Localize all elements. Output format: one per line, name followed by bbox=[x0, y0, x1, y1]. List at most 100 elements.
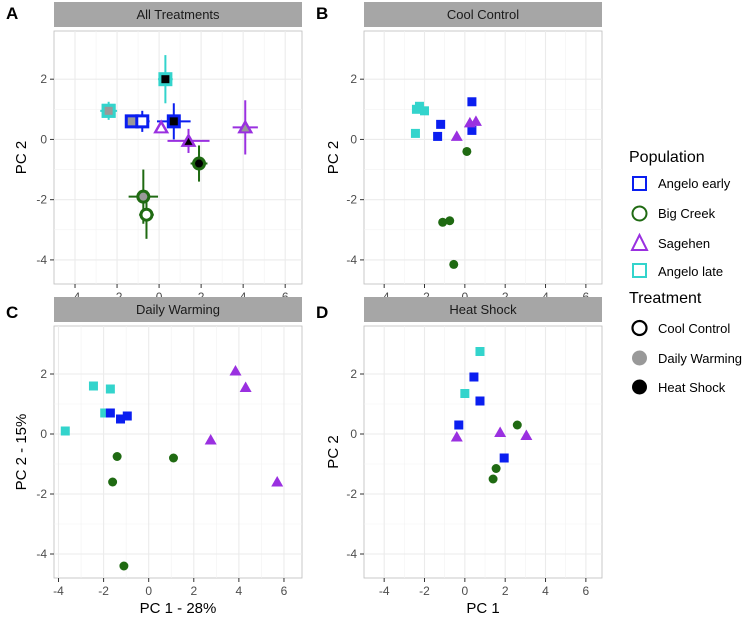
point-circle bbox=[462, 146, 472, 156]
legend-label: Sagehen bbox=[658, 236, 710, 251]
tick-label-x: 0 bbox=[145, 584, 152, 598]
legend-key-black-circle bbox=[632, 379, 647, 395]
legend-treatment-title: Treatment bbox=[629, 290, 702, 307]
point-circle-inner bbox=[195, 159, 204, 168]
tick-label-y: -2 bbox=[346, 487, 357, 501]
panel-heat-shock: Heat Shock -4 -2 0 2 4 6 2 0 -2 -4 PC 2 PC 1 bbox=[325, 297, 603, 617]
plot-area bbox=[363, 325, 603, 579]
x-axis-title: PC 1 - 28% bbox=[140, 600, 217, 617]
tick-label-x: 2 bbox=[190, 584, 197, 598]
legend-item-big-creek: Big Creek bbox=[631, 205, 716, 222]
point-square bbox=[60, 426, 70, 436]
point-square bbox=[410, 128, 420, 138]
point-square bbox=[436, 119, 446, 129]
panel-label-a: A bbox=[6, 4, 18, 23]
point-circle bbox=[449, 259, 459, 269]
point-square bbox=[116, 414, 126, 424]
tick-label-y: 0 bbox=[350, 427, 357, 441]
legend-item-daily-warming: Daily Warming bbox=[632, 350, 742, 366]
point-triangle-inner bbox=[241, 124, 250, 132]
point-triangle-inner bbox=[157, 124, 166, 132]
strip-title: Cool Control bbox=[447, 7, 519, 22]
point-circle bbox=[112, 452, 122, 461]
tick-label-y: 2 bbox=[40, 72, 47, 86]
legend-key-square bbox=[632, 263, 647, 278]
strip-background bbox=[364, 297, 602, 322]
legend-key-open-circle bbox=[631, 319, 648, 337]
point-circle bbox=[445, 216, 455, 226]
x-axis-title: PC 1 bbox=[466, 600, 499, 617]
point-triangle bbox=[271, 476, 284, 487]
point-square bbox=[105, 384, 115, 394]
point-square bbox=[122, 411, 132, 421]
point-square bbox=[467, 125, 477, 135]
point-square bbox=[420, 106, 430, 116]
point-triangle bbox=[450, 431, 463, 442]
legend-label: Angelo late bbox=[658, 264, 723, 279]
point-circle bbox=[108, 477, 118, 487]
panel-label-d: D bbox=[316, 303, 328, 322]
tick-label-y: -4 bbox=[36, 547, 47, 561]
strip-title: All Treatments bbox=[136, 7, 220, 22]
point-square-inner bbox=[127, 117, 136, 126]
point-triangle bbox=[450, 130, 463, 141]
point-square-inner bbox=[161, 75, 170, 84]
tick-label-y: 0 bbox=[350, 132, 357, 146]
legend-label: Cool Control bbox=[658, 321, 730, 336]
point-square bbox=[467, 97, 477, 107]
legend-label: Heat Shock bbox=[658, 380, 726, 395]
panel-daily-warming: Daily Warming -4 -2 0 2 4 6 2 0 -2 -4 PC 2 - 15% PC … bbox=[13, 297, 303, 617]
point-square bbox=[414, 101, 424, 111]
tick-label-x: -2 bbox=[98, 584, 109, 598]
legend-key-circle bbox=[631, 205, 648, 222]
y-axis-title: PC 2 bbox=[325, 435, 342, 468]
point-circle bbox=[438, 217, 448, 227]
plot-area bbox=[53, 325, 303, 579]
point-circle bbox=[491, 464, 501, 473]
point-circle-inner bbox=[139, 192, 148, 201]
tick-label-x: 2 bbox=[502, 584, 509, 598]
point-circle bbox=[488, 474, 498, 484]
panel-label-b: B bbox=[316, 4, 328, 23]
point-square bbox=[105, 408, 115, 418]
panel-label-c: C bbox=[6, 303, 18, 322]
tick-label-y: -4 bbox=[346, 253, 357, 267]
tick-label-x: -4 bbox=[379, 584, 390, 598]
point-square bbox=[499, 453, 509, 463]
point-circle bbox=[119, 561, 129, 571]
point-square bbox=[433, 131, 443, 141]
tick-label-x: 6 bbox=[281, 584, 288, 598]
legend-population-title: Population bbox=[629, 149, 705, 166]
y-axis-title: PC 2 - 15% bbox=[13, 414, 30, 491]
legend-key-square bbox=[632, 176, 647, 191]
point-square bbox=[454, 420, 464, 430]
tick-label-x: 0 bbox=[462, 584, 469, 598]
y-axis-title: PC 2 bbox=[325, 141, 342, 174]
tick-label-y: -2 bbox=[346, 193, 357, 207]
point-square-inner bbox=[104, 106, 113, 115]
tick-label-y: 0 bbox=[40, 132, 47, 146]
point-circle bbox=[512, 420, 522, 430]
point-circle bbox=[168, 453, 178, 463]
tick-label-y: 2 bbox=[350, 72, 357, 86]
tick-label-y: 2 bbox=[40, 367, 47, 381]
tick-label-x: -2 bbox=[419, 584, 430, 598]
plot-area bbox=[363, 30, 603, 285]
legend: Population Angelo early Big Creek Sagehe… bbox=[629, 149, 742, 395]
point-square bbox=[475, 396, 485, 406]
legend-key-grey-circle bbox=[632, 350, 647, 366]
tick-label-y: -4 bbox=[36, 253, 47, 267]
legend-item-angelo-early: Angelo early bbox=[632, 176, 731, 191]
point-square-inner bbox=[138, 117, 147, 126]
point-triangle-inner bbox=[184, 137, 193, 145]
point-square bbox=[88, 381, 98, 391]
strip-background bbox=[364, 2, 602, 27]
point-square bbox=[469, 372, 479, 382]
legend-label: Big Creek bbox=[658, 206, 716, 221]
legend-item-cool-control: Cool Control bbox=[631, 319, 730, 337]
tick-label-x: -4 bbox=[53, 584, 64, 598]
tick-label-y: -4 bbox=[346, 547, 357, 561]
strip-background bbox=[54, 2, 302, 27]
